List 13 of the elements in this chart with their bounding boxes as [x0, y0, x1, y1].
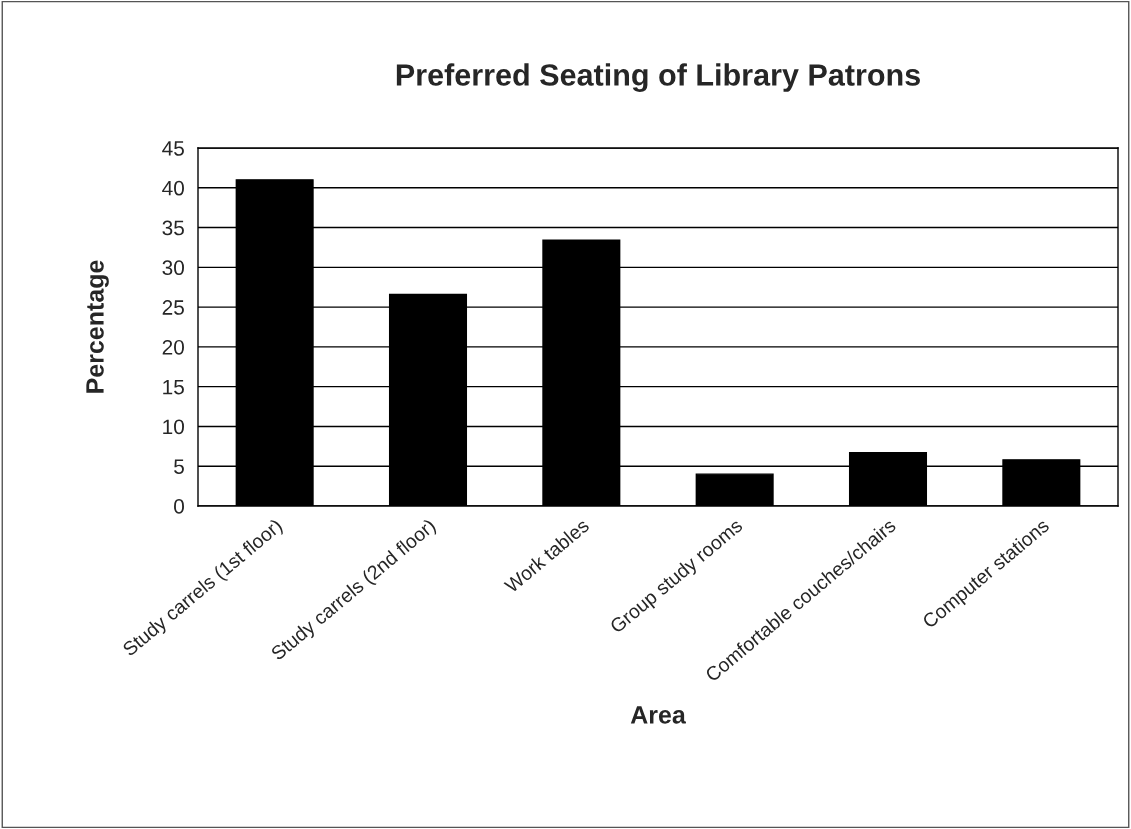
y-tick-label: 25 — [162, 300, 184, 315]
y-tick-label: 45 — [162, 141, 184, 156]
y-tick-label: 35 — [162, 220, 184, 236]
chart-title: Preferred Seating of Library Patrons — [396, 63, 920, 92]
y-tick-label: 15 — [163, 379, 184, 395]
y-tick-label: 40 — [162, 180, 184, 196]
y-tick-label: 0 — [174, 499, 184, 514]
y-tick-label: 5 — [174, 459, 184, 474]
y-tick-label: 20 — [162, 339, 184, 355]
y-tick-label: 30 — [162, 260, 184, 276]
y-tick-label: 10 — [163, 419, 184, 435]
y-axis-title: Percentage — [86, 260, 109, 393]
x-axis-title: Area — [630, 706, 686, 724]
